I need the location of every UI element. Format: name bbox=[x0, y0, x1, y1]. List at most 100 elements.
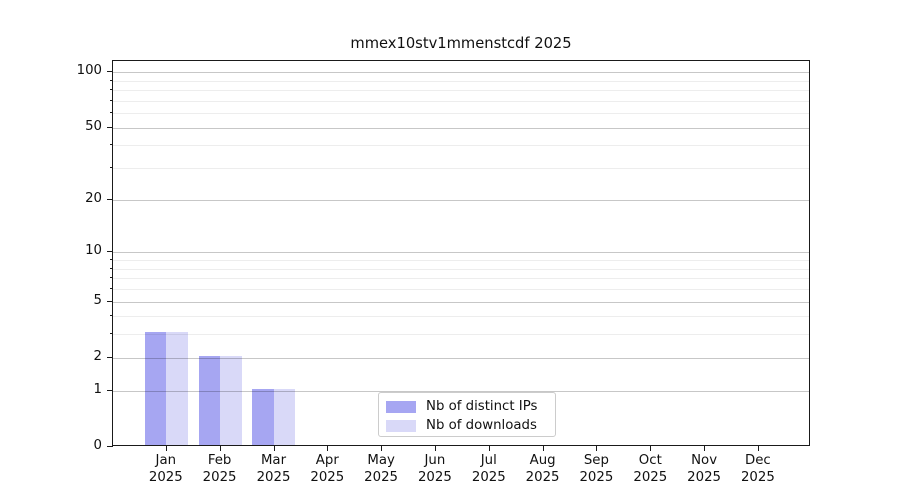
x-tick-year: 2025 bbox=[256, 470, 291, 485]
x-tick-label: Jun 2025 bbox=[404, 452, 466, 486]
x-tick-label: Dec 2025 bbox=[727, 452, 789, 486]
y-tick-label: 10 bbox=[85, 243, 102, 259]
x-tick-label: Aug 2025 bbox=[512, 452, 574, 486]
y-grid-minor bbox=[113, 316, 809, 318]
x-tick-mark bbox=[327, 446, 329, 451]
y-tick-mark bbox=[106, 389, 113, 391]
x-tick-year: 2025 bbox=[687, 470, 722, 485]
legend-label: Nb of downloads bbox=[426, 418, 537, 433]
x-tick-month: Feb bbox=[207, 453, 232, 468]
x-tick-mark bbox=[434, 446, 436, 451]
y-minor-tick-mark bbox=[109, 259, 113, 260]
x-tick-mark bbox=[165, 446, 167, 451]
x-tick-month: Jul bbox=[480, 453, 497, 468]
y-grid-minor bbox=[113, 100, 809, 102]
x-tick-month: Dec bbox=[745, 453, 771, 468]
x-tick-month: Apr bbox=[315, 453, 339, 468]
y-grid-major bbox=[113, 127, 809, 129]
y-grid-minor bbox=[113, 145, 809, 147]
x-tick-month: Jan bbox=[155, 453, 177, 468]
x-tick-year: 2025 bbox=[417, 470, 452, 485]
x-tick-label: Jan 2025 bbox=[135, 452, 197, 486]
plot-area bbox=[112, 60, 810, 446]
x-tick-month: Mar bbox=[260, 453, 287, 468]
chart-title: mmex10stv1mmenstcdf 2025 bbox=[350, 35, 572, 52]
bar-downloads-feb bbox=[220, 355, 242, 445]
bar-distinct-ips-mar bbox=[252, 388, 274, 445]
y-grid-major bbox=[113, 252, 809, 254]
legend-swatch-downloads bbox=[386, 419, 416, 432]
y-grid-major bbox=[113, 301, 809, 303]
y-tick-label: 2 bbox=[93, 348, 102, 364]
y-minor-tick-mark bbox=[109, 288, 113, 289]
x-tick-year: 2025 bbox=[579, 470, 614, 485]
y-grid-major bbox=[113, 72, 809, 74]
y-minor-tick-mark bbox=[109, 112, 113, 114]
x-tick-mark bbox=[704, 446, 706, 451]
x-tick-label: Sep 2025 bbox=[565, 452, 627, 486]
x-tick-label: Jul 2025 bbox=[458, 452, 520, 486]
y-grid-minor bbox=[113, 278, 809, 280]
x-tick-month: Aug bbox=[529, 453, 556, 468]
x-tick-label: Mar 2025 bbox=[243, 452, 305, 486]
y-grid-minor bbox=[113, 113, 809, 115]
x-tick-mark bbox=[650, 446, 652, 451]
y-grid-minor bbox=[113, 80, 809, 82]
y-minor-tick-mark bbox=[109, 315, 113, 317]
bar-distinct-ips-feb bbox=[198, 355, 221, 445]
x-tick-year: 2025 bbox=[633, 470, 668, 485]
y-grid-minor bbox=[113, 260, 809, 261]
y-minor-tick-mark bbox=[109, 267, 113, 269]
x-tick-label: Feb 2025 bbox=[189, 452, 251, 486]
y-minor-tick-mark bbox=[109, 79, 113, 81]
x-tick-mark bbox=[542, 446, 544, 451]
y-tick-mark bbox=[106, 126, 113, 128]
y-minor-tick-mark bbox=[109, 89, 113, 91]
y-tick-label: 50 bbox=[85, 118, 102, 134]
y-tick-mark bbox=[106, 251, 113, 253]
bar-downloads-jan bbox=[166, 332, 188, 445]
legend: Nb of distinct IPs Nb of downloads bbox=[378, 392, 556, 437]
y-tick-mark bbox=[106, 446, 113, 447]
y-grid-minor bbox=[113, 90, 809, 92]
y-tick-mark bbox=[106, 356, 113, 358]
legend-label: Nb of distinct IPs bbox=[426, 399, 538, 414]
legend-item: Nb of downloads bbox=[379, 416, 555, 435]
x-tick-mark bbox=[488, 446, 490, 451]
x-tick-year: 2025 bbox=[364, 470, 399, 485]
y-tick-label: 5 bbox=[93, 292, 102, 308]
x-tick-year: 2025 bbox=[310, 470, 345, 485]
y-grid-minor bbox=[113, 268, 809, 270]
bar-downloads-mar bbox=[273, 388, 296, 445]
y-minor-tick-mark bbox=[109, 99, 113, 101]
x-tick-year: 2025 bbox=[148, 470, 183, 485]
x-tick-mark bbox=[596, 446, 598, 451]
x-tick-month: Sep bbox=[583, 453, 609, 468]
y-grid-major bbox=[113, 199, 809, 201]
y-grid-minor bbox=[113, 289, 809, 290]
bar-distinct-ips-jan bbox=[144, 332, 167, 445]
x-tick-label: May 2025 bbox=[350, 452, 412, 486]
legend-item: Nb of distinct IPs bbox=[379, 397, 555, 416]
x-tick-year: 2025 bbox=[202, 470, 237, 485]
x-tick-mark bbox=[757, 446, 759, 451]
y-minor-tick-mark bbox=[109, 277, 113, 279]
y-grid-minor bbox=[113, 334, 809, 336]
y-tick-mark bbox=[106, 71, 113, 73]
y-tick-label: 0 bbox=[93, 438, 102, 453]
x-tick-month: Nov bbox=[691, 453, 718, 468]
y-minor-tick-mark bbox=[109, 333, 113, 335]
y-minor-tick-mark bbox=[109, 144, 113, 146]
y-tick-mark bbox=[106, 198, 113, 200]
x-tick-month: Jun bbox=[424, 453, 446, 468]
x-tick-label: Apr 2025 bbox=[296, 452, 358, 486]
x-tick-mark bbox=[381, 446, 383, 451]
x-tick-year: 2025 bbox=[471, 470, 506, 485]
x-tick-year: 2025 bbox=[740, 470, 775, 485]
x-tick-mark bbox=[219, 446, 221, 451]
y-grid-minor bbox=[113, 168, 809, 170]
x-tick-month: Oct bbox=[638, 453, 662, 468]
y-minor-tick-mark bbox=[109, 167, 113, 169]
y-tick-label: 20 bbox=[85, 190, 102, 206]
